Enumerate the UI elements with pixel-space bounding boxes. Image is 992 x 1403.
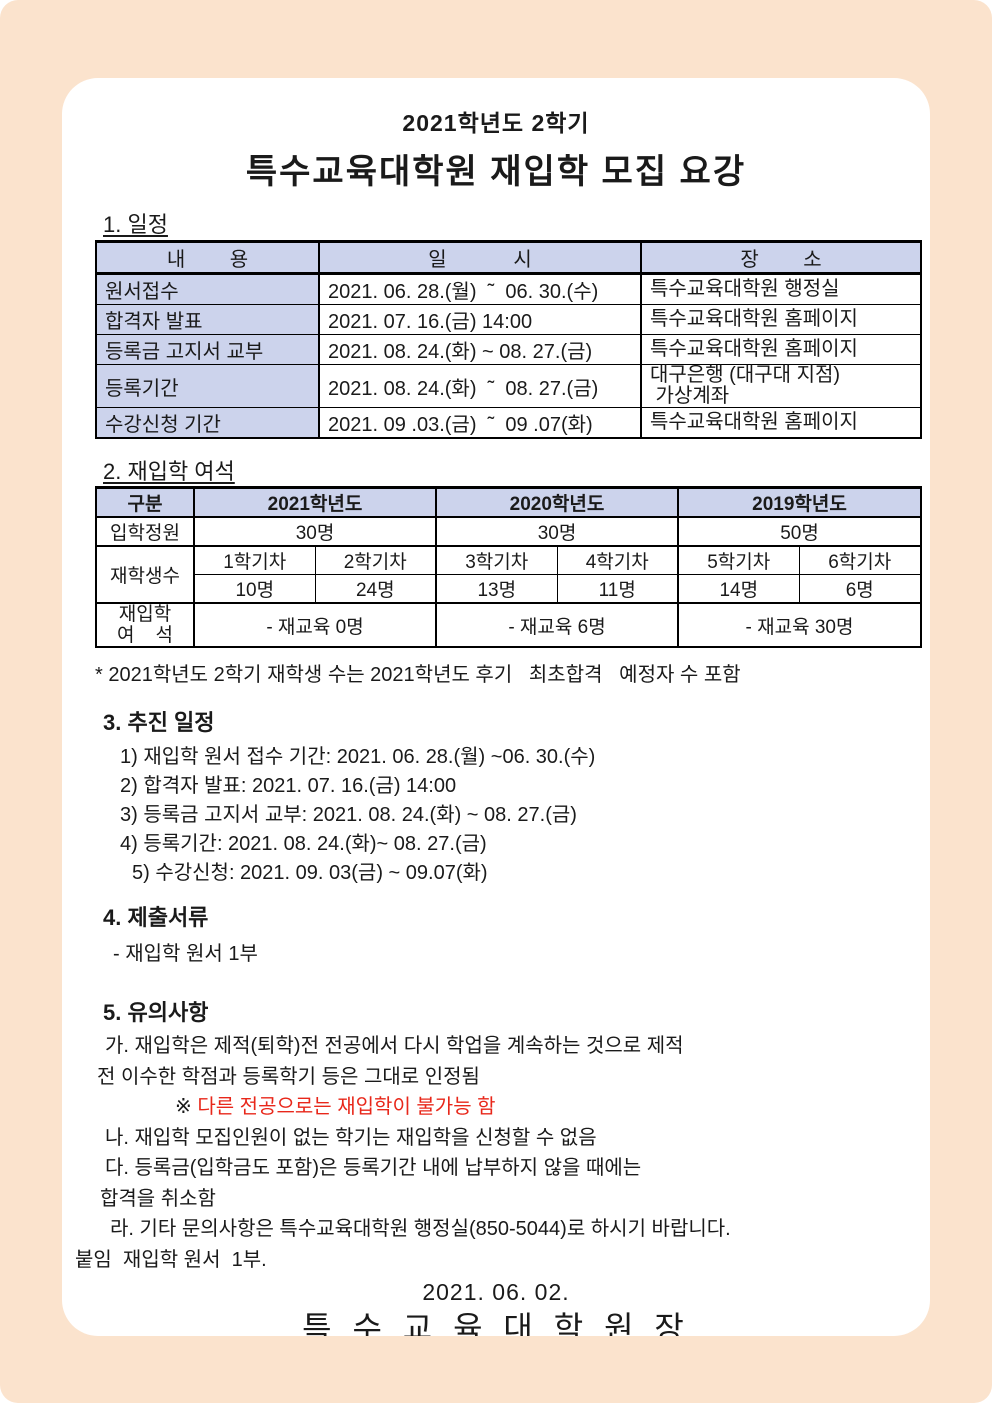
timeline-item-1: 1) 재입학 원서 접수 기간: 2021. 06. 28.(월) ~06. 3… bbox=[120, 746, 596, 768]
row-label: 합격자 발표 bbox=[95, 304, 320, 335]
vacancy-header-year-2021: 2021학년도 bbox=[193, 487, 437, 518]
vacancy-2019: - 재교육 30명 bbox=[677, 602, 922, 648]
quota-label: 입학정원 bbox=[95, 516, 195, 547]
vacancy-row: 재입학 여 석 - 재교육 0명 - 재교육 6명 - 재교육 30명 bbox=[95, 602, 922, 648]
notice-ga-line2: 전 이수한 학점과 등록학기 등은 그대로 인정됨 bbox=[97, 1065, 480, 1088]
vacancy-header-year-2020: 2020학년도 bbox=[435, 487, 679, 518]
vacancy-table: 구분 2021학년도 2020학년도 2019학년도 입학정원 30명 30명 … bbox=[95, 486, 922, 648]
enrolled-label: 재학생수 bbox=[95, 545, 195, 604]
vacancy-2021: - 재교육 0명 bbox=[193, 602, 437, 648]
submission-item: - 재입학 원서 1부 bbox=[113, 943, 258, 965]
row-place: 특수교육대학원 행정실 bbox=[640, 273, 922, 305]
section-5-heading: 5. 유의사항 bbox=[103, 1000, 209, 1025]
semester-6: 6학기차 bbox=[798, 545, 922, 575]
section-4-heading: 4. 제출서류 bbox=[103, 905, 209, 930]
signature: 특 수 교 육 대 학 원 장 bbox=[302, 1310, 690, 1336]
notice-na: 나. 재입학 모집인원이 없는 학기는 재입학을 신청할 수 없음 bbox=[105, 1126, 597, 1149]
attachment-note: 붙임 재입학 원서 1부. bbox=[75, 1248, 267, 1271]
row-datetime: 2021. 07. 16.(금) 14:00 bbox=[318, 304, 642, 335]
schedule-header-datetime: 일 시 bbox=[318, 240, 642, 275]
row-label: 등록기간 bbox=[95, 364, 320, 408]
schedule-row-announcement: 합격자 발표 2021. 07. 16.(금) 14:00 특수교육대학원 홈페… bbox=[95, 304, 922, 335]
footnote: * 2021학년도 2학기 재학생 수는 2021학년도 후기 최초합격 예정자… bbox=[95, 664, 741, 686]
notice-ra: 라. 기타 문의사항은 특수교육대학원 행정실(850-5044)로 하시기 바… bbox=[110, 1218, 731, 1240]
count-4: 11명 bbox=[556, 574, 679, 604]
schedule-header-content: 내 용 bbox=[95, 240, 320, 275]
footer-date: 2021. 06. 02. bbox=[422, 1279, 570, 1305]
quota-2019: 50명 bbox=[677, 516, 922, 547]
semester-3: 3학기차 bbox=[435, 545, 558, 575]
schedule-table: 내 용 일 시 장 소 원서접수 2021. 06. 28.(월) ˜ 06. … bbox=[95, 240, 922, 439]
count-6: 6명 bbox=[798, 574, 922, 604]
timeline-item-4: 4) 등록기간: 2021. 08. 24.(화)~ 08. 27.(금) bbox=[120, 833, 487, 855]
timeline-item-5: 5) 수강신청: 2021. 09. 03(금) ~ 09.07(화) bbox=[132, 862, 488, 884]
schedule-row-application: 원서접수 2021. 06. 28.(월) ˜ 06. 30.(수) 특수교육대… bbox=[95, 273, 922, 305]
row-datetime: 2021. 06. 28.(월) ˜ 06. 30.(수) bbox=[318, 273, 642, 305]
section-3-heading: 3. 추진 일정 bbox=[103, 710, 215, 735]
row-datetime: 2021. 09 .03.(금) ˜ 09 .07(화) bbox=[318, 407, 642, 439]
warning-note: ※ 다른 전공으로는 재입학이 불가능 함 bbox=[175, 1092, 930, 1123]
count-5: 14명 bbox=[677, 574, 800, 604]
doc-subtitle: 2021학년도 2학기 bbox=[402, 110, 590, 136]
document-card: 2021학년도 2학기 특수교육대학원 재입학 모집 요강 1. 일정 내 용 … bbox=[62, 78, 930, 1336]
row-label: 원서접수 bbox=[95, 273, 320, 305]
quota-2021: 30명 bbox=[193, 516, 437, 547]
vacancy-label: 재입학 여 석 bbox=[95, 602, 195, 648]
schedule-header-place: 장 소 bbox=[640, 240, 922, 275]
row-datetime: 2021. 08. 24.(화) ˜ 08. 27.(금) bbox=[318, 364, 642, 408]
schedule-header-row: 내 용 일 시 장 소 bbox=[95, 240, 922, 275]
semester-2: 2학기차 bbox=[314, 545, 437, 575]
notice-ga-line1: 가. 재입학은 제적(퇴학)전 전공에서 다시 학업을 계속하는 것으로 제적 bbox=[105, 1035, 684, 1057]
warning-marker: ※ bbox=[175, 1096, 198, 1118]
count-2: 24명 bbox=[314, 574, 437, 604]
notice-list: 가. 재입학은 제적(퇴학)전 전공에서 다시 학업을 계속하는 것으로 제적 … bbox=[62, 1031, 930, 1275]
vacancy-header-corner: 구분 bbox=[95, 487, 195, 518]
semester-row: 재학생수 1학기차 2학기차 3학기차 4학기차 5학기차 6학기차 bbox=[95, 545, 922, 604]
timeline-list: 1) 재입학 원서 접수 기간: 2021. 06. 28.(월) ~06. 3… bbox=[62, 743, 930, 888]
semester-1: 1학기차 bbox=[193, 545, 316, 575]
vacancy-2020: - 재교육 6명 bbox=[435, 602, 679, 648]
warning-text: 다른 전공으로는 재입학이 불가능 함 bbox=[197, 1096, 496, 1118]
row-label: 등록금 고지서 교부 bbox=[95, 334, 320, 365]
count-1: 10명 bbox=[193, 574, 316, 604]
row-place: 특수교육대학원 홈페이지 bbox=[640, 304, 922, 335]
notice-da-line1: 다. 등록금(입학금도 포함)은 등록기간 내에 납부하지 않을 때에는 bbox=[105, 1157, 642, 1179]
row-place: 특수교육대학원 홈페이지 bbox=[640, 407, 922, 439]
quota-row: 입학정원 30명 30명 50명 bbox=[95, 516, 922, 547]
section-1-heading: 1. 일정 bbox=[103, 212, 168, 237]
semester-5: 5학기차 bbox=[677, 545, 800, 575]
row-datetime: 2021. 08. 24.(화) ~ 08. 27.(금) bbox=[318, 334, 642, 365]
section-2-heading: 2. 재입학 여석 bbox=[103, 459, 235, 484]
count-3: 13명 bbox=[435, 574, 558, 604]
vacancy-header-year-2019: 2019학년도 bbox=[677, 487, 922, 518]
row-place: 대구은행 (대구대 지점) 가상계좌 bbox=[640, 364, 922, 408]
semester-4: 4학기차 bbox=[556, 545, 679, 575]
notice-da-line2: 합격을 취소함 bbox=[100, 1187, 216, 1210]
schedule-row-bill: 등록금 고지서 교부 2021. 08. 24.(화) ~ 08. 27.(금)… bbox=[95, 334, 922, 365]
timeline-item-2: 2) 합격자 발표: 2021. 07. 16.(금) 14:00 bbox=[120, 775, 457, 797]
row-place: 특수교육대학원 홈페이지 bbox=[640, 334, 922, 365]
schedule-row-registration: 등록기간 2021. 08. 24.(화) ˜ 08. 27.(금) 대구은행 … bbox=[95, 364, 922, 408]
timeline-item-3: 3) 등록금 고지서 교부: 2021. 08. 24.(화) ~ 08. 27… bbox=[120, 804, 577, 826]
vacancy-header-row: 구분 2021학년도 2020학년도 2019학년도 bbox=[95, 487, 922, 518]
doc-title: 특수교육대학원 재입학 모집 요강 bbox=[245, 153, 747, 191]
quota-2020: 30명 bbox=[435, 516, 679, 547]
schedule-row-course-enrollment: 수강신청 기간 2021. 09 .03.(금) ˜ 09 .07(화) 특수교… bbox=[95, 407, 922, 439]
row-label: 수강신청 기간 bbox=[95, 407, 320, 439]
enrolled-count-row: 10명 24명 13명 11명 14명 6명 bbox=[96, 574, 922, 604]
